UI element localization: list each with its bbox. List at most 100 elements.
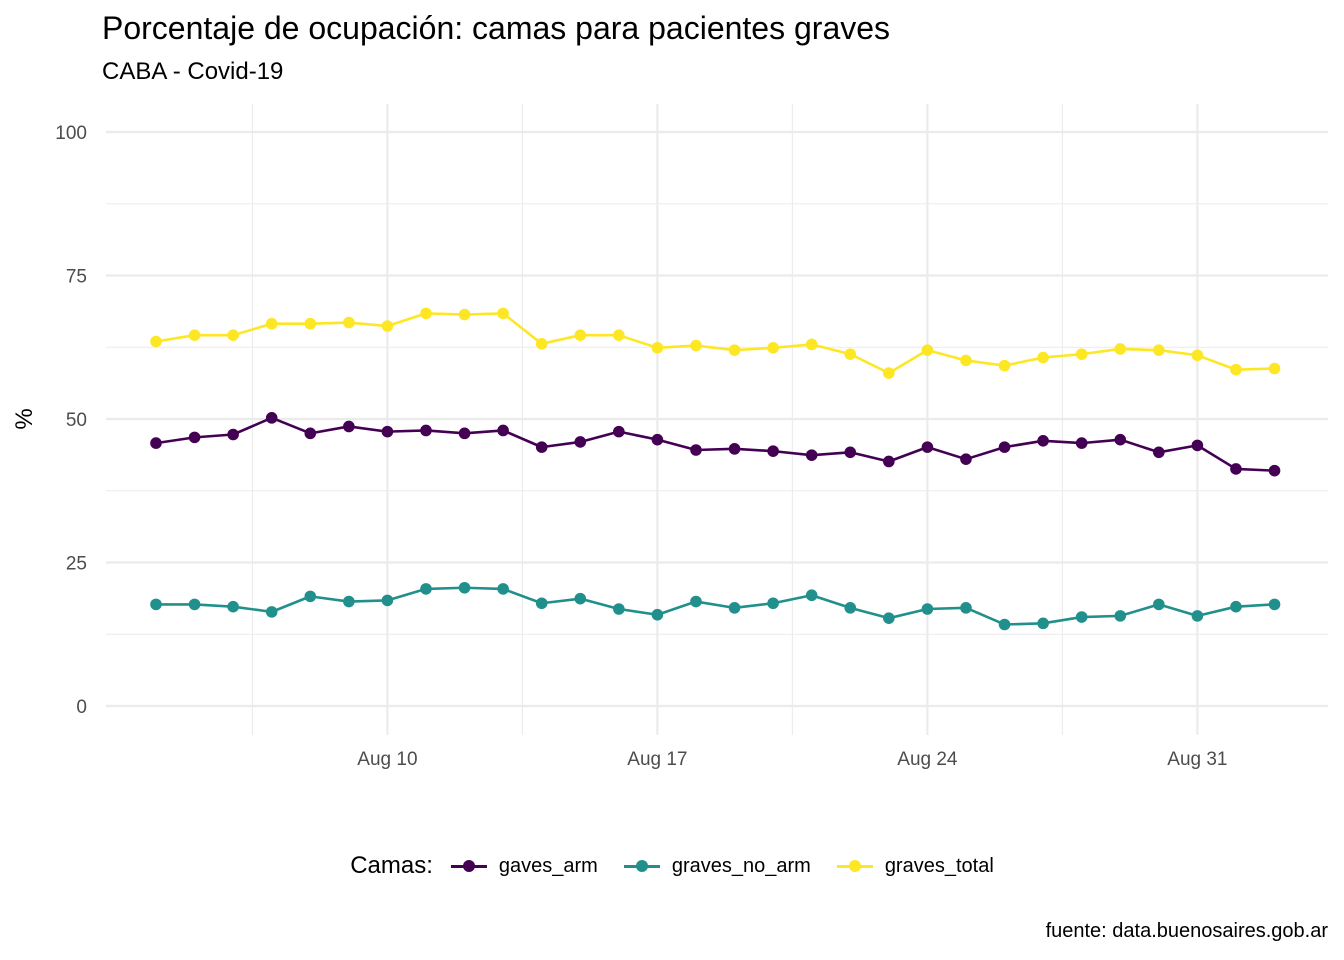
data-point-gaves-arm [1075,437,1088,449]
y-tick-label: 0 [76,697,87,718]
data-point-graves-total [574,329,587,341]
source-caption: fuente: data.buenosaires.gob.ar [1045,920,1328,942]
data-point-graves-no-arm [304,590,317,603]
data-point-gaves-arm [304,427,317,440]
data-point-graves-total [304,317,317,330]
data-point-graves-total [844,348,857,360]
data-point-gaves-arm [497,424,509,437]
data-point-graves-no-arm [1075,611,1088,623]
data-point-graves-total [381,320,394,332]
data-point-gaves-arm [574,436,587,448]
legend-label-graves-no-arm: graves_no_arm [671,854,811,877]
data-point-gaves-arm [998,441,1011,453]
data-point-gaves-arm [1230,463,1242,475]
data-point-gaves-arm [150,437,162,449]
line-chart: 0 25 50 75 100 Aug 10 Aug 17 Aug 24 Aug 31 % [11,104,1328,770]
data-point-graves-total [998,359,1011,372]
data-point-gaves-arm [690,444,702,456]
data-point-graves-total [1268,362,1281,375]
data-point-graves-total [1114,343,1127,355]
data-point-gaves-arm [227,428,239,441]
legend-key-gaves-arm [447,856,491,876]
data-point-gaves-arm [805,449,818,461]
x-tick-label: Aug 24 [897,749,958,770]
data-point-graves-total [1075,348,1088,360]
chart-title: Porcentaje de ocupación: camas para paci… [102,10,891,46]
data-point-gaves-arm [728,443,741,455]
data-point-gaves-arm [535,441,548,453]
data-point-gaves-arm [1037,435,1049,447]
data-point-graves-total [1230,363,1242,376]
data-point-graves-total [728,344,741,356]
data-point-gaves-arm [458,427,471,440]
series-line-graves-no-arm [156,586,1275,626]
data-point-graves-no-arm [728,602,741,614]
data-point-gaves-arm [343,420,355,433]
data-point-gaves-arm [921,441,934,453]
data-point-graves-total [805,338,818,351]
grid-lines [106,104,1328,735]
legend-item-gaves-arm: gaves_arm [447,855,598,878]
y-tick-label: 50 [66,410,87,431]
data-point-graves-total [613,329,625,341]
data-point-graves-total [690,339,702,352]
data-point-graves-no-arm [998,618,1011,631]
data-point-graves-no-arm [1037,617,1049,630]
legend-item-graves-total: graves_total [833,855,994,878]
x-tick-label: Aug 10 [357,749,417,770]
data-point-graves-total [188,329,201,341]
legend-key-graves-no-arm [620,856,664,876]
data-point-graves-no-arm [458,581,471,594]
data-point-graves-total [150,335,162,348]
data-point-graves-total [458,308,471,321]
data-point-graves-no-arm [1153,598,1165,611]
data-point-graves-no-arm [960,602,972,614]
y-axis-label: % [11,408,38,429]
legend-item-graves-no-arm: graves_no_arm [620,855,811,878]
data-point-gaves-arm [1153,446,1165,459]
data-point-graves-no-arm [420,583,432,595]
data-point-graves-no-arm [227,600,239,613]
data-point-graves-no-arm [690,595,702,608]
data-point-graves-no-arm [497,583,509,595]
data-point-gaves-arm [767,445,779,457]
data-point-graves-total [960,354,972,367]
data-point-graves-total [651,342,664,354]
data-point-graves-total [883,367,895,379]
data-point-graves-no-arm [883,612,895,624]
x-tick-label: Aug 17 [627,749,687,770]
data-point-graves-total [265,317,278,330]
legend: Camas: gaves_arm graves_no_arm graves_to… [0,852,1344,880]
data-point-graves-total [921,344,934,356]
data-point-graves-no-arm [265,606,278,618]
series-line-graves-total [155,312,1275,375]
data-point-gaves-arm [651,433,664,446]
data-point-gaves-arm [844,446,857,459]
data-point-graves-no-arm [1114,610,1127,622]
series-line-gaves-arm [155,416,1275,472]
data-point-graves-total [1037,351,1049,364]
data-point-gaves-arm [265,412,278,424]
data-point-gaves-arm [1114,433,1127,446]
data-point-graves-total [420,307,432,320]
data-point-gaves-arm [613,425,625,438]
data-point-gaves-arm [1268,464,1281,477]
data-point-graves-no-arm [805,589,818,602]
data-point-gaves-arm [381,425,394,438]
legend-title: Camas: [350,852,433,879]
data-point-gaves-arm [420,424,432,437]
y-tick-label: 25 [66,554,87,575]
data-point-graves-total [343,316,355,329]
data-point-graves-total [1153,344,1165,356]
data-point-gaves-arm [1191,439,1204,452]
data-point-graves-no-arm [150,598,162,611]
legend-label-gaves-arm: gaves_arm [498,854,598,877]
data-point-graves-total [535,338,548,350]
y-tick-label: 75 [66,267,87,288]
data-point-graves-no-arm [343,595,355,608]
legend-key-graves-total [833,856,877,876]
series-layer [150,307,1281,631]
x-tick-labels: Aug 10 Aug 17 Aug 24 Aug 31 [357,749,1227,770]
data-point-graves-no-arm [613,603,625,615]
data-point-gaves-arm [883,455,895,468]
